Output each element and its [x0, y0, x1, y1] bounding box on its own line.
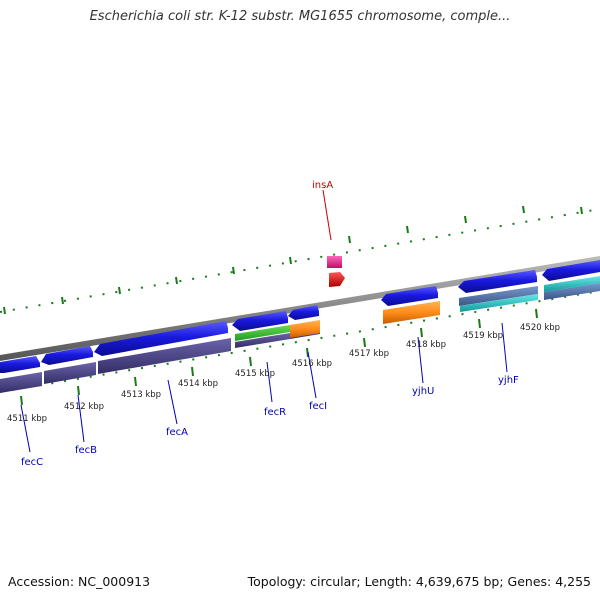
- cds-fecR-strip[interactable]: [235, 325, 290, 341]
- scale-label-4515: 4515 kbp: [235, 369, 275, 379]
- gene-label-yjhU[interactable]: yjhU: [412, 386, 434, 397]
- gene-label-fecB[interactable]: fecB: [75, 445, 97, 456]
- gene-label-fecA[interactable]: fecA: [166, 427, 188, 438]
- feature-next-cyan-bar[interactable]: [544, 276, 600, 292]
- scale-label-4514: 4514 kbp: [178, 379, 218, 389]
- feature-fecA-bar[interactable]: [98, 338, 231, 374]
- leader-lines: [20, 189, 508, 453]
- mobile-element-insA-box[interactable]: [327, 256, 342, 268]
- gene-next-arrow[interactable]: [542, 260, 600, 281]
- inner-major-ticks: [20, 308, 538, 406]
- chromosome-backbone: [0, 256, 600, 361]
- mobile-element-insA-arrow[interactable]: [329, 272, 345, 287]
- feature-fecR-bar[interactable]: [235, 333, 290, 348]
- gene-fecC-arrow[interactable]: [0, 356, 40, 373]
- scale-label-4511: 4511 kbp: [7, 414, 47, 424]
- gene-label-insA[interactable]: insA: [312, 180, 333, 191]
- scale-label-4512: 4512 kbp: [64, 402, 104, 412]
- cds-yjhU-strip[interactable]: [383, 301, 440, 324]
- scale-label-4517: 4517 kbp: [349, 349, 389, 359]
- scale-label-4518: 4518 kbp: [406, 340, 446, 350]
- scale-label-4520: 4520 kbp: [520, 323, 560, 333]
- scale-label-4516: 4516 kbp: [292, 359, 332, 369]
- gene-fecA-arrow[interactable]: [94, 321, 228, 356]
- feature-yjhF-cyan-bar[interactable]: [460, 294, 538, 312]
- outer-major-ticks: [3, 205, 583, 315]
- gene-label-fecI[interactable]: fecI: [309, 401, 327, 412]
- gene-label-yjhF[interactable]: yjhF: [498, 375, 519, 386]
- outer-tick-track: [0, 208, 600, 313]
- gene-yjhF-arrow[interactable]: [458, 270, 537, 293]
- feature-yjhF-steel-bar[interactable]: [459, 286, 538, 306]
- gene-yjhU-arrow[interactable]: [381, 286, 438, 306]
- cds-fecI-strip[interactable]: [290, 320, 320, 338]
- accession-text: Accession: NC_000913: [8, 574, 151, 589]
- gene-fecI-arrow[interactable]: [288, 305, 319, 320]
- gene-label-fecC[interactable]: fecC: [21, 457, 43, 468]
- gene-fecB-arrow[interactable]: [41, 346, 93, 365]
- gene-fecR-arrow[interactable]: [232, 311, 288, 331]
- feature-next-steel-bar[interactable]: [544, 283, 600, 300]
- inner-tick-track: [0, 290, 600, 393]
- scale-label-4513: 4513 kbp: [121, 390, 161, 400]
- genome-summary-text: Topology: circular; Length: 4,639,675 bp…: [247, 574, 591, 589]
- feature-fecB-bar[interactable]: [44, 362, 96, 384]
- map-title: Escherichia coli str. K-12 substr. MG165…: [89, 9, 511, 24]
- scale-label-4519: 4519 kbp: [463, 331, 503, 341]
- feature-fecC-bar[interactable]: [0, 372, 42, 393]
- gene-label-fecR[interactable]: fecR: [264, 407, 286, 418]
